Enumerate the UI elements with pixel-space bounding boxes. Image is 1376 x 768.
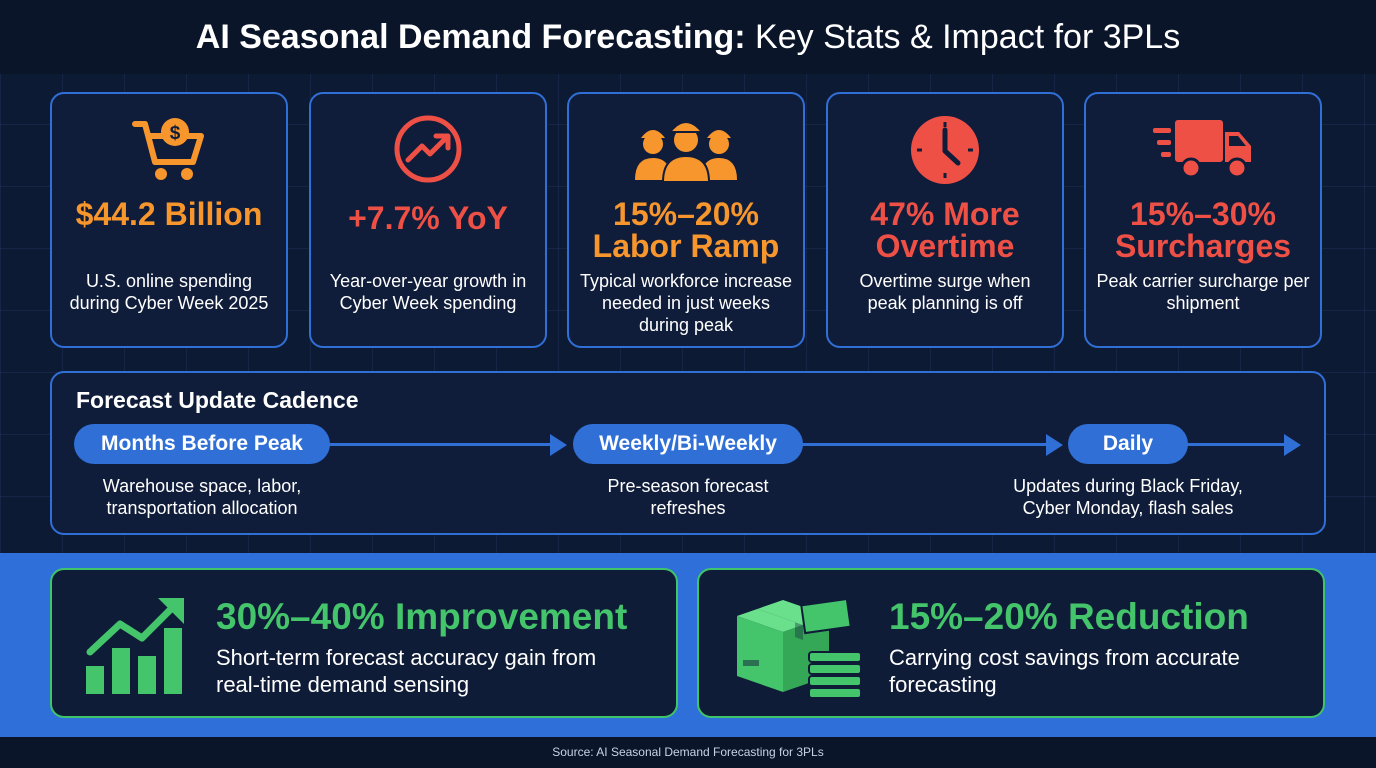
result-value: 15%–20% Reduction xyxy=(889,596,1249,637)
cadence-title: Forecast Update Cadence xyxy=(76,387,359,413)
title-rest-part: Key Stats & Impact for 3PLs xyxy=(755,18,1181,56)
result-value: 30%–40% Improvement xyxy=(216,596,628,637)
stat-description: U.S. online spending during Cyber Week 2… xyxy=(69,271,269,313)
stat-value: $44.2 Billion xyxy=(75,196,263,232)
forecast-cadence-panel: Forecast Update Cadence Months Before Pe… xyxy=(50,371,1326,535)
trend-up-circle-icon xyxy=(311,114,545,184)
cadence-step-description: Updates during Black Friday, Cyber Monda… xyxy=(1013,476,1243,518)
result-card-accuracy: 30%–40% Improvement Short-term forecast … xyxy=(50,568,678,718)
page-title: AI Seasonal Demand Forecasting: Key Stat… xyxy=(0,16,1376,58)
delivery-truck-icon xyxy=(1086,114,1320,184)
svg-text:$: $ xyxy=(170,123,181,144)
result-description: Short-term forecast accuracy gain from r… xyxy=(216,645,597,697)
stat-card-surcharges: 15%–30% Surcharges Peak carrier surcharg… xyxy=(1084,92,1322,348)
stat-description: Overtime surge when peak planning is off xyxy=(859,271,1031,313)
clock-icon xyxy=(828,114,1062,184)
stat-value: 47% More Overtime xyxy=(870,196,1020,264)
boxes-cash-icon xyxy=(733,586,867,707)
stat-description: Year-over-year growth in Cyber Week spen… xyxy=(329,271,527,313)
cadence-step-description: Pre-season forecast refreshes xyxy=(607,476,769,518)
stat-description: Typical workforce increase needed in jus… xyxy=(579,271,793,335)
cadence-step-weekly: Weekly/Bi-Weekly xyxy=(573,424,803,464)
stat-card-labor-ramp: 15%–20% Labor Ramp Typical workforce inc… xyxy=(567,92,805,348)
source-footer: Source: AI Seasonal Demand Forecasting f… xyxy=(0,737,1376,768)
arrow-right-icon xyxy=(1284,434,1301,456)
cadence-step-description: Warehouse space, labor, transportation a… xyxy=(102,476,302,518)
workers-hardhat-icon xyxy=(569,114,803,184)
cadence-step-months-before-peak: Months Before Peak xyxy=(74,424,330,464)
arrow-right-icon xyxy=(1046,434,1063,456)
stat-description: Peak carrier surcharge per shipment xyxy=(1096,271,1310,313)
stat-card-overtime: 47% More Overtime Overtime surge when pe… xyxy=(826,92,1064,348)
result-card-carrying-cost: 15%–20% Reduction Carrying cost savings … xyxy=(697,568,1325,718)
stat-value: +7.7% YoY xyxy=(348,200,508,236)
arrow-right-icon xyxy=(550,434,567,456)
stat-value: 15%–30% Surcharges xyxy=(1114,196,1292,264)
timeline-connector xyxy=(322,443,552,446)
result-description: Carrying cost savings from accurate fore… xyxy=(889,645,1240,697)
timeline-connector xyxy=(1180,443,1286,446)
stat-value: 15%–20% Labor Ramp xyxy=(592,196,780,264)
stat-card-yoy-growth: +7.7% YoY Year-over-year growth in Cyber… xyxy=(309,92,547,348)
bar-chart-growth-icon xyxy=(82,592,192,703)
stat-card-online-spending: $ $44.2 Billion U.S. online spending dur… xyxy=(50,92,288,348)
shopping-cart-dollar-icon: $ xyxy=(52,114,286,184)
timeline-connector xyxy=(792,443,1048,446)
title-bold-part: AI Seasonal Demand Forecasting: xyxy=(195,18,746,56)
header-bar: AI Seasonal Demand Forecasting: Key Stat… xyxy=(0,0,1376,74)
cadence-step-daily: Daily xyxy=(1068,424,1188,464)
